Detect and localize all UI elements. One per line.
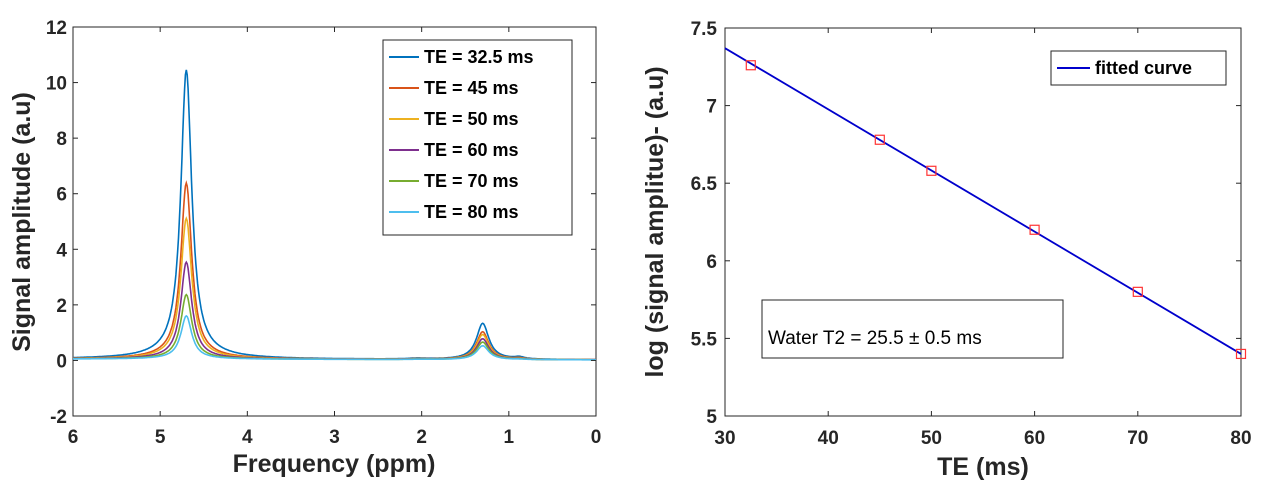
spectrum-x-axis-label: Frequency (ppm) xyxy=(233,450,436,478)
spectrum-legend-label-5: TE = 80 ms xyxy=(424,202,519,222)
t2-y-tick-label: 6 xyxy=(706,252,717,273)
spectrum-legend: TE = 32.5 ms TE = 45 ms TE = 50 ms TE = 60 … xyxy=(382,39,573,236)
t2-legend: fitted curve xyxy=(1050,50,1227,86)
t2-x-tick-label: 50 xyxy=(921,428,942,449)
data-point-0 xyxy=(745,60,756,71)
spectrum-legend-label-1: TE = 45 ms xyxy=(424,78,519,98)
data-point-5 xyxy=(1235,348,1247,360)
t2-x-tick-label: 30 xyxy=(714,428,735,449)
spectrum-y-tick-label: 2 xyxy=(56,296,67,317)
spectrum-y-axis-label: Signal amplitude (a.u) xyxy=(8,92,36,352)
data-point-1 xyxy=(874,134,885,145)
spectrum-series-group xyxy=(73,69,596,361)
t2-legend-label: fitted curve xyxy=(1095,58,1192,78)
t2-ticks: 30 40 50 60 70 80 5 5.5 6 6.5 7 7.5 xyxy=(691,19,1252,449)
spectrum-y-tick-label: 8 xyxy=(56,129,67,150)
spectrum-y-tick-label: 10 xyxy=(46,74,67,95)
spectrum-x-tick-label: 3 xyxy=(329,427,340,448)
t2-y-tick-label: 7.5 xyxy=(691,19,718,40)
t2-x-tick-label: 80 xyxy=(1230,428,1251,449)
spectrum-x-tick-label: 2 xyxy=(416,427,427,448)
spectrum-legend-label-4: TE = 70 ms xyxy=(424,171,519,191)
spectrum-x-tick-label: 1 xyxy=(504,427,515,448)
spectrum-x-tick-label: 6 xyxy=(68,427,79,448)
t2-annotation-box xyxy=(761,299,1064,359)
spectrum-legend-box xyxy=(382,39,573,236)
t2-annotation-text: Water T2 = 25.5 ± 0.5 ms xyxy=(768,328,982,349)
t2-x-tick-label: 70 xyxy=(1127,428,1148,449)
spectrum-legend-label-2: TE = 50 ms xyxy=(424,109,519,129)
spectrum-x-tick-label: 4 xyxy=(242,427,253,448)
t2-y-tick-label: 5.5 xyxy=(691,329,718,350)
t2-x-axis-label: TE (ms) xyxy=(937,453,1029,481)
fitted-curve-line xyxy=(724,47,1242,355)
data-point-3 xyxy=(1029,224,1040,235)
data-point-2 xyxy=(926,165,937,176)
spectrum-y-tick-label: -2 xyxy=(50,407,67,428)
spectrum-y-tick-label: 0 xyxy=(56,351,67,372)
t2-y-axis-label: log (signal amplitue)- (a.u) xyxy=(641,66,669,377)
t2-x-tick-label: 40 xyxy=(818,428,839,449)
t2-x-tick-label: 60 xyxy=(1024,428,1045,449)
data-point-4 xyxy=(1132,286,1143,297)
spectrum-y-tick-label: 4 xyxy=(56,240,67,261)
t2-fit-chart: 30 40 50 60 70 80 5 5.5 6 6.5 7 7.5 TE (ms) log (si… xyxy=(641,19,1252,481)
spectrum-legend-label-3: TE = 60 ms xyxy=(424,140,519,160)
t2-series-group xyxy=(724,47,1247,360)
spectrum-legend-label-0: TE = 32.5 ms xyxy=(424,47,534,67)
t2-y-tick-label: 6.5 xyxy=(691,174,718,195)
spectrum-y-tick-label: 6 xyxy=(56,185,67,206)
spectrum-y-tick-label: 12 xyxy=(46,18,67,39)
spectrum-x-tick-label: 5 xyxy=(155,427,166,448)
spectrum-x-tick-label: 0 xyxy=(591,427,602,448)
spectrum-line-5 xyxy=(73,314,596,361)
t2-y-tick-label: 5 xyxy=(706,407,717,428)
t2-annotation: Water T2 = 25.5 ± 0.5 ms xyxy=(761,299,1064,359)
t2-y-tick-label: 7 xyxy=(706,97,717,118)
